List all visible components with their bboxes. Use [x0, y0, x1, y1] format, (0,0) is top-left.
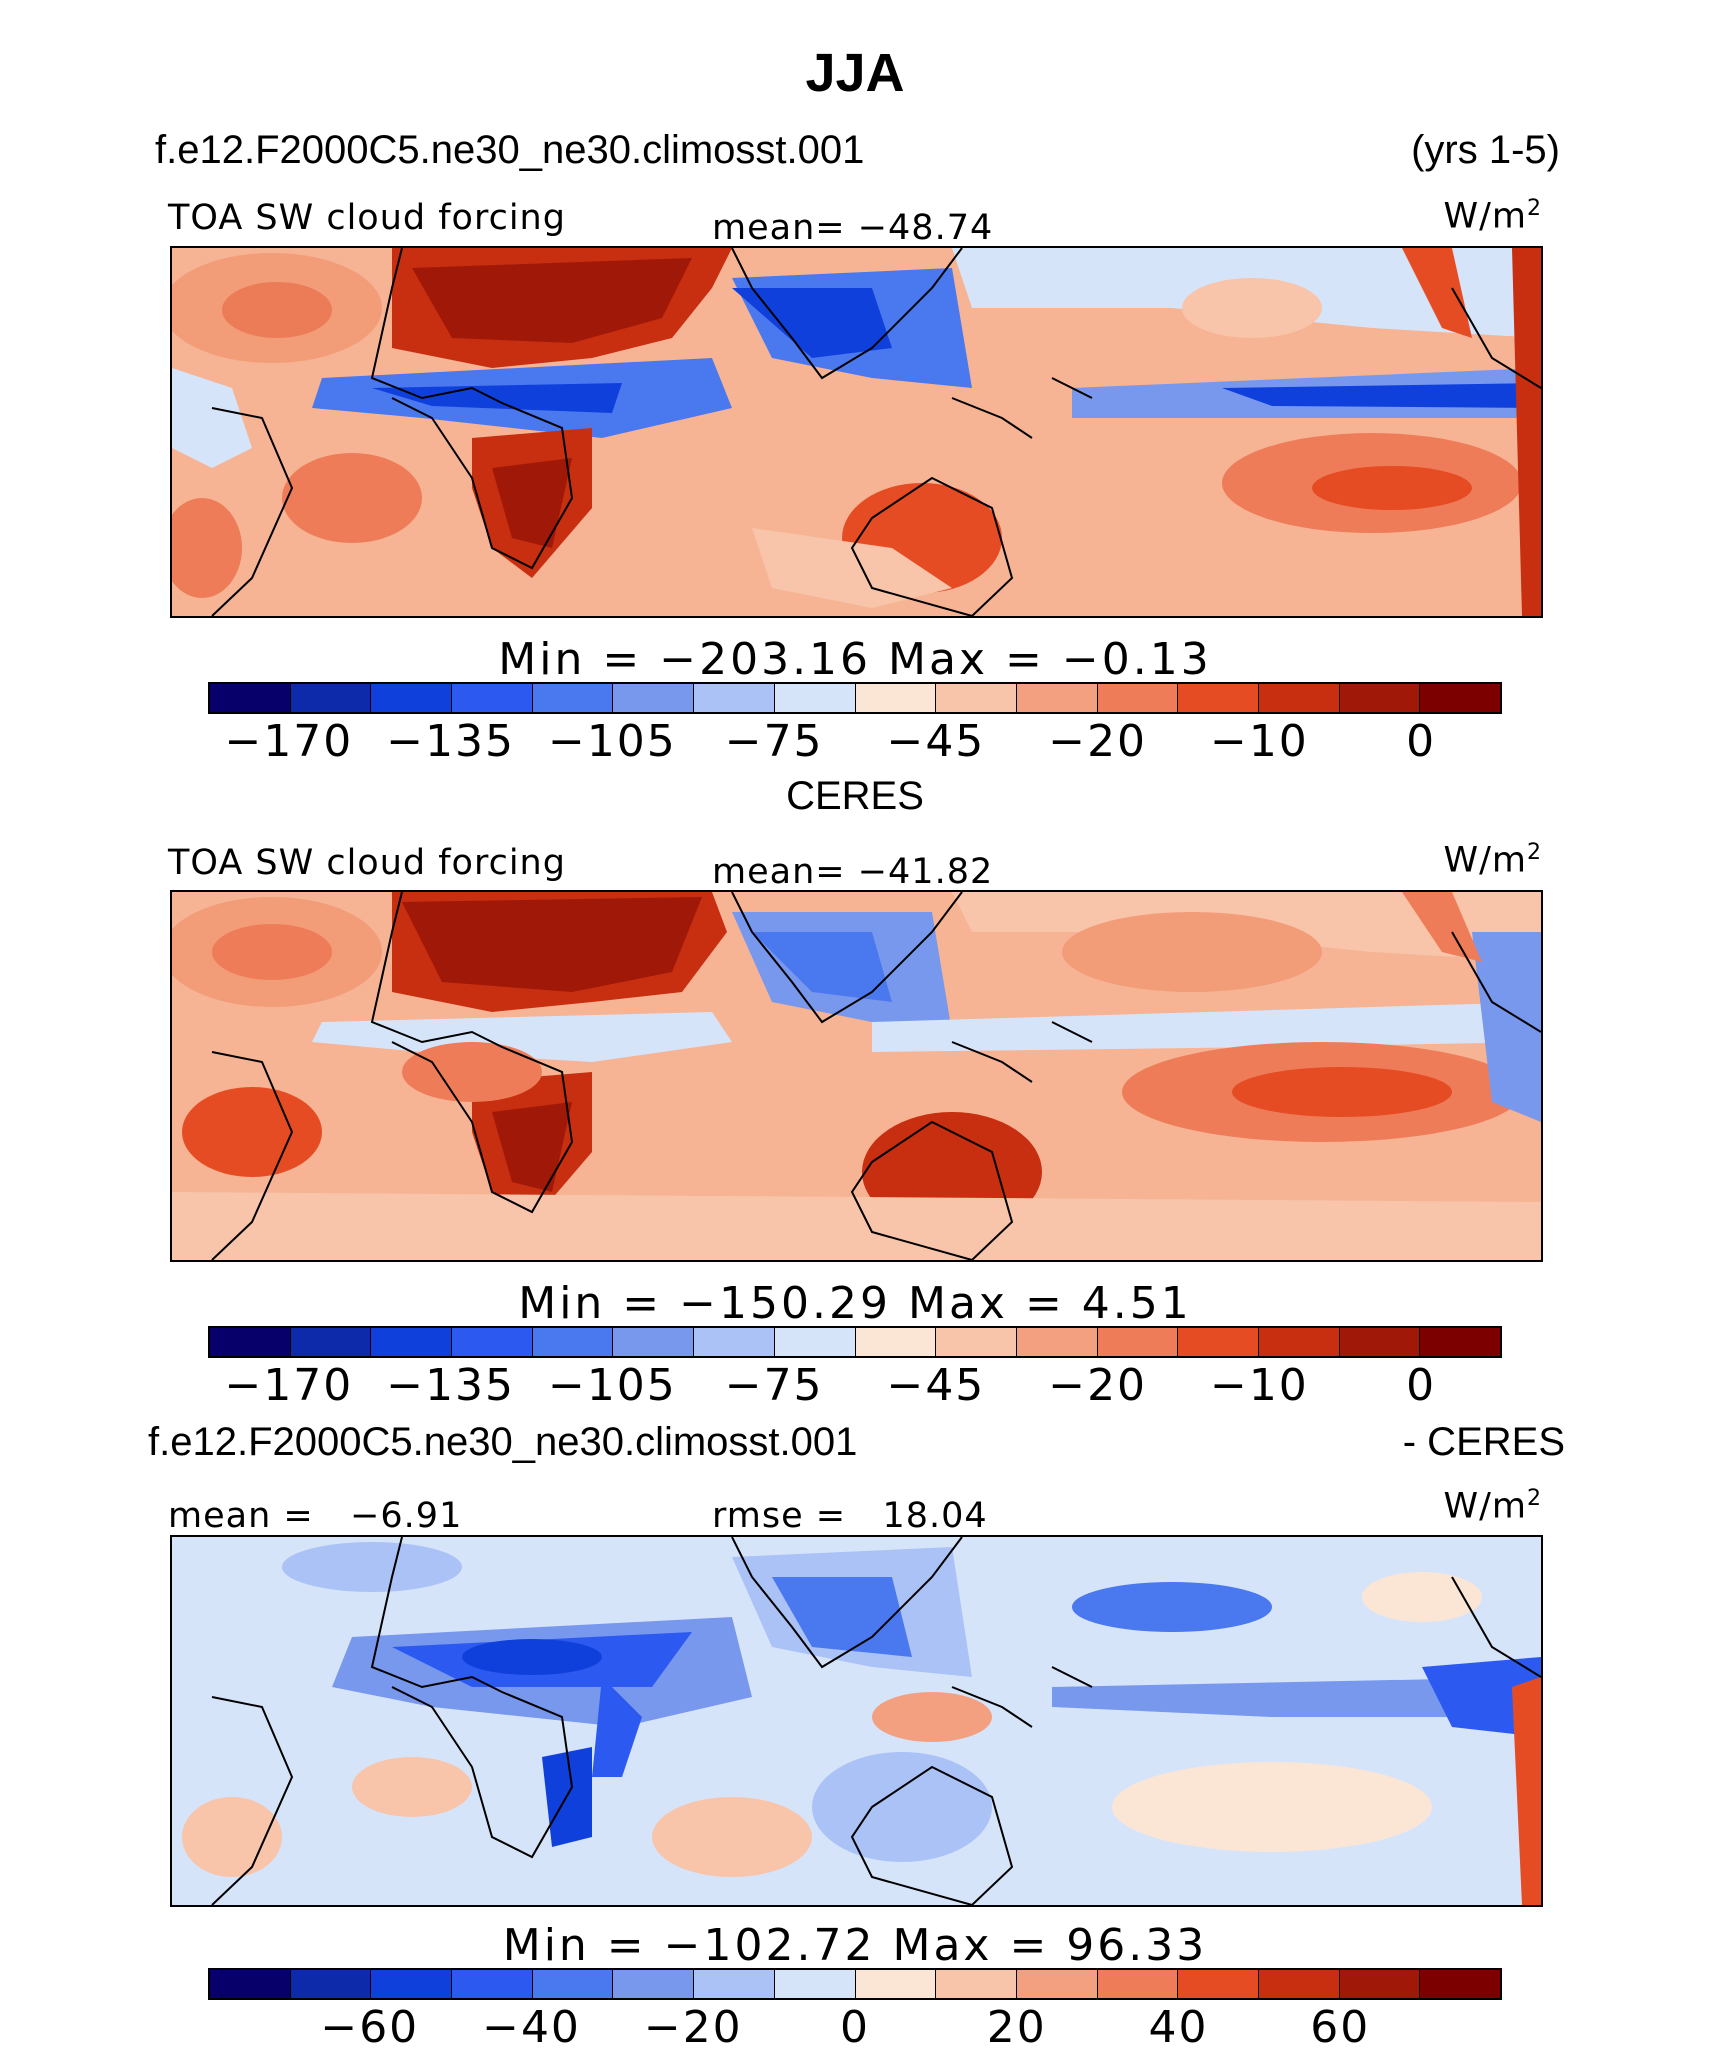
- panel2-map: [170, 890, 1543, 1262]
- years-label: (yrs 1-5): [1411, 128, 1560, 172]
- colorbar-swatch: [532, 1970, 614, 1998]
- colorbar-tick-label: −135: [386, 1360, 516, 1411]
- page-title: JJA: [805, 43, 905, 103]
- panel1-map: [170, 246, 1543, 618]
- colorbar-swatch: [1097, 1328, 1179, 1356]
- colorbar-swatch: [210, 1328, 291, 1356]
- colorbar-swatch: [452, 684, 533, 712]
- colorbar-swatch: [855, 1328, 937, 1356]
- colorbar-tick-label: −10: [1209, 1360, 1309, 1411]
- colorbar-swatch: [1178, 1328, 1259, 1356]
- colorbar-tick-label: 0: [840, 2002, 870, 2053]
- colorbar-swatch: [1258, 684, 1340, 712]
- colorbar-swatch: [1016, 1328, 1098, 1356]
- colorbar-tick-label: −135: [386, 716, 516, 767]
- colorbar-swatch: [1097, 1970, 1179, 1998]
- panel3-case-name: f.e12.F2000C5.ne30_ne30.climosst.001: [148, 1420, 858, 1464]
- panel3-map: [170, 1535, 1543, 1907]
- colorbar-tick-label: −45: [886, 1360, 986, 1411]
- panel2-units: W/m2: [1443, 840, 1542, 881]
- colorbar-swatch: [532, 1328, 614, 1356]
- panel3-minmax: Min = −102.72 Max = 96.33: [502, 1920, 1208, 1971]
- colorbar-swatch: [936, 1970, 1017, 1998]
- colorbar-tick-label: 60: [1310, 2002, 1371, 2053]
- colorbar-swatch: [613, 684, 695, 712]
- colorbar-swatch: [210, 684, 291, 712]
- colorbar-swatch: [290, 1328, 372, 1356]
- panel2-variable-label: TOA SW cloud forcing: [168, 843, 566, 883]
- colorbar-swatch: [371, 1328, 453, 1356]
- colorbar-tick-label: −45: [886, 716, 986, 767]
- colorbar-tick-label: −105: [547, 716, 677, 767]
- colorbar-swatch: [1178, 1970, 1259, 1998]
- colorbar-swatch: [1420, 684, 1500, 712]
- colorbar-tick-label: −170: [224, 716, 354, 767]
- panel1-colorbar: [208, 682, 1502, 714]
- colorbar-swatch: [774, 1328, 856, 1356]
- colorbar-swatch: [694, 1970, 775, 1998]
- colorbar-swatch: [1339, 1970, 1421, 1998]
- colorbar-swatch: [1420, 1328, 1500, 1356]
- colorbar-swatch: [1339, 684, 1421, 712]
- colorbar-swatch: [1097, 684, 1179, 712]
- colorbar-swatch: [371, 684, 453, 712]
- colorbar-tick-label: −40: [482, 2002, 581, 2053]
- colorbar-swatch: [532, 684, 614, 712]
- colorbar-swatch: [371, 1970, 453, 1998]
- colorbar-swatch: [694, 684, 775, 712]
- panel2-minmax: Min = −150.29 Max = 4.51: [518, 1278, 1192, 1329]
- colorbar-tick-label: −105: [547, 1360, 677, 1411]
- colorbar-tick-label: 0: [1406, 716, 1437, 767]
- colorbar-swatch: [855, 1970, 937, 1998]
- panel3-units: W/m2: [1443, 1486, 1542, 1527]
- colorbar-tick-label: 40: [1148, 2002, 1209, 2053]
- colorbar-tick-label: 0: [1406, 1360, 1437, 1411]
- colorbar-swatch: [774, 684, 856, 712]
- colorbar-swatch: [290, 1970, 372, 1998]
- panel1-units: W/m2: [1443, 196, 1542, 237]
- colorbar-swatch: [855, 684, 937, 712]
- colorbar-swatch: [1258, 1970, 1340, 1998]
- case-name: f.e12.F2000C5.ne30_ne30.climosst.001: [155, 128, 865, 172]
- colorbar-tick-label: −20: [1048, 716, 1148, 767]
- colorbar-tick-label: −75: [724, 716, 824, 767]
- panel3-colorbar: [208, 1968, 1502, 2000]
- panel3-rmse-label: rmse = 18.04: [712, 1496, 988, 1536]
- colorbar-swatch: [1339, 1328, 1421, 1356]
- panel2-colorbar: [208, 1326, 1502, 1358]
- colorbar-swatch: [1258, 1328, 1340, 1356]
- colorbar-swatch: [1016, 684, 1098, 712]
- panel1-variable-label: TOA SW cloud forcing: [168, 198, 566, 238]
- panel3-mean-label: mean = −6.91: [168, 1496, 463, 1536]
- colorbar-tick-label: −75: [724, 1360, 824, 1411]
- panel2-mean-label: mean= −41.82: [712, 852, 994, 892]
- colorbar-swatch: [613, 1328, 695, 1356]
- colorbar-swatch: [1420, 1970, 1500, 1998]
- colorbar-tick-label: −20: [643, 2002, 743, 2053]
- panel1-mean-label: mean= −48.74: [712, 208, 994, 248]
- colorbar-swatch: [613, 1970, 695, 1998]
- panel3-section-title: - CERES: [1402, 1420, 1565, 1464]
- colorbar-tick-label: −10: [1209, 716, 1309, 767]
- panel1-minmax: Min = −203.16 Max = −0.13: [498, 634, 1212, 685]
- colorbar-swatch: [1178, 684, 1259, 712]
- colorbar-swatch: [936, 684, 1017, 712]
- colorbar-swatch: [1016, 1970, 1098, 1998]
- panel2-section-title: CERES: [786, 774, 924, 818]
- colorbar-swatch: [210, 1970, 291, 1998]
- colorbar-swatch: [290, 684, 372, 712]
- colorbar-swatch: [936, 1328, 1017, 1356]
- colorbar-swatch: [694, 1328, 775, 1356]
- colorbar-swatch: [774, 1970, 856, 1998]
- colorbar-swatch: [452, 1970, 533, 1998]
- colorbar-swatch: [452, 1328, 533, 1356]
- colorbar-tick-label: −60: [320, 2002, 420, 2053]
- colorbar-tick-label: 20: [986, 2002, 1047, 2053]
- colorbar-tick-label: −20: [1048, 1360, 1148, 1411]
- colorbar-tick-label: −170: [224, 1360, 354, 1411]
